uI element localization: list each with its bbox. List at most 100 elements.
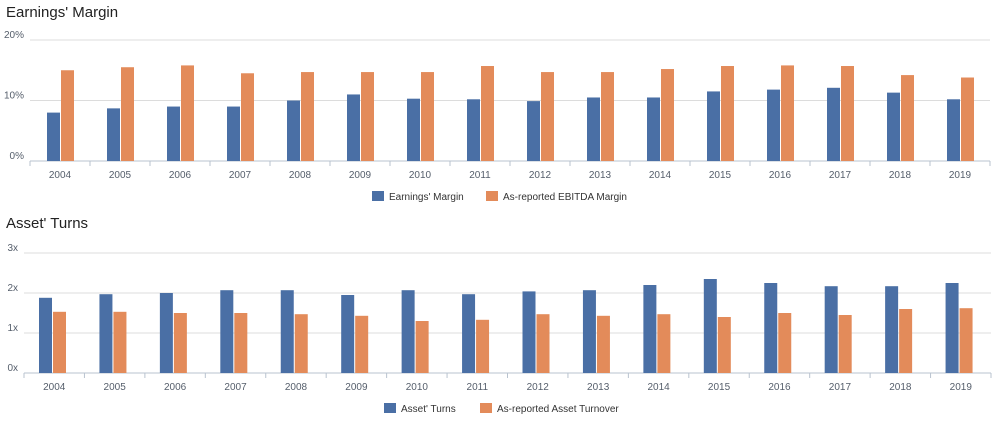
x-tick-label: 2004 [49, 170, 72, 181]
x-tick-label: 2015 [709, 170, 732, 181]
legend-label[interactable]: As-reported EBITDA Margin [503, 192, 627, 203]
x-tick-label: 2017 [829, 170, 852, 181]
bar-series-b[interactable] [781, 65, 794, 161]
y-tick-label: 3x [7, 243, 18, 254]
bar-series-a[interactable] [107, 108, 120, 161]
bar-series-b[interactable] [838, 315, 852, 373]
bar-series-a[interactable] [827, 87, 840, 161]
x-tick-label: 2007 [224, 382, 247, 393]
bar-series-a[interactable] [39, 297, 52, 373]
bar-series-a[interactable] [347, 94, 360, 161]
x-tick-label: 2008 [285, 382, 308, 393]
bar-series-b[interactable] [601, 72, 614, 161]
bar-series-a[interactable] [764, 283, 778, 373]
bar-series-b[interactable] [899, 309, 913, 373]
bar-series-a[interactable] [527, 101, 540, 161]
bar-series-b[interactable] [721, 66, 734, 161]
bar-series-b[interactable] [355, 315, 369, 373]
bar-series-b[interactable] [901, 75, 914, 161]
bar-series-a[interactable] [824, 286, 838, 373]
bar-series-b[interactable] [421, 72, 434, 161]
bar-series-a[interactable] [287, 100, 300, 162]
legend-label[interactable]: Earnings' Margin [389, 192, 464, 203]
bar-series-b[interactable] [657, 314, 671, 373]
bar-series-a[interactable] [227, 106, 240, 161]
x-tick-label: 2014 [649, 170, 672, 181]
legend-swatch [480, 403, 492, 413]
bar-series-b[interactable] [415, 321, 429, 373]
bar-series-a[interactable] [462, 294, 476, 373]
bar-series-a[interactable] [467, 99, 480, 161]
bar-series-b[interactable] [536, 314, 550, 373]
y-tick-label: 20% [4, 30, 24, 41]
bar-series-b[interactable] [241, 73, 254, 161]
x-tick-label: 2016 [768, 382, 791, 393]
legend-swatch [486, 191, 498, 201]
bar-series-a[interactable] [767, 89, 780, 161]
bar-series-a[interactable] [707, 91, 720, 161]
bar-series-b[interactable] [541, 72, 554, 161]
bar-series-b[interactable] [301, 72, 314, 161]
bar-series-a[interactable] [643, 285, 657, 373]
y-tick-label: 0x [7, 363, 18, 374]
bar-series-b[interactable] [113, 311, 127, 373]
x-tick-label: 2016 [769, 170, 792, 181]
bar-series-a[interactable] [341, 295, 355, 373]
x-tick-label: 2010 [406, 382, 429, 393]
bar-series-a[interactable] [887, 92, 900, 161]
bar-series-b[interactable] [481, 66, 494, 161]
x-tick-label: 2014 [647, 382, 670, 393]
bar-series-a[interactable] [885, 286, 899, 373]
x-tick-label: 2012 [527, 382, 550, 393]
bar-series-a[interactable] [407, 98, 420, 161]
bar-series-a[interactable] [703, 279, 717, 373]
x-tick-label: 2006 [169, 170, 192, 181]
bar-series-a[interactable] [582, 290, 596, 373]
bar-series-b[interactable] [476, 319, 490, 373]
bar-series-b[interactable] [234, 313, 248, 373]
x-tick-label: 2018 [889, 170, 912, 181]
bar-series-a[interactable] [159, 293, 173, 373]
bar-series-b[interactable] [778, 313, 792, 373]
x-tick-label: 2007 [229, 170, 252, 181]
bar-series-a[interactable] [522, 291, 536, 373]
bar-series-a[interactable] [47, 112, 60, 161]
bar-series-b[interactable] [53, 311, 66, 373]
bar-series-b[interactable] [959, 308, 973, 373]
bar-series-a[interactable] [945, 283, 959, 373]
bar-series-a[interactable] [220, 290, 234, 373]
x-tick-label: 2017 [829, 382, 852, 393]
legend-swatch [372, 191, 384, 201]
bar-series-b[interactable] [961, 77, 974, 161]
x-tick-label: 2018 [889, 382, 912, 393]
x-tick-label: 2015 [708, 382, 731, 393]
bar-series-b[interactable] [717, 317, 731, 373]
bar-series-a[interactable] [947, 99, 960, 161]
bar-series-b[interactable] [61, 70, 74, 161]
x-tick-label: 2011 [467, 382, 489, 393]
x-tick-label: 2006 [164, 382, 187, 393]
bar-series-b[interactable] [841, 66, 854, 161]
bar-series-a[interactable] [280, 290, 294, 373]
legend-label[interactable]: Asset' Turns [401, 404, 456, 415]
x-tick-label: 2013 [589, 170, 612, 181]
bar-series-a[interactable] [647, 97, 660, 161]
bar-series-a[interactable] [401, 290, 415, 373]
x-tick-label: 2011 [469, 170, 491, 181]
x-tick-label: 2004 [43, 382, 66, 393]
bar-series-b[interactable] [294, 314, 308, 373]
bar-series-b[interactable] [181, 65, 194, 161]
bar-series-b[interactable] [121, 67, 134, 161]
bar-series-a[interactable] [167, 106, 180, 161]
bar-series-a[interactable] [99, 294, 113, 373]
bar-series-b[interactable] [173, 313, 187, 373]
y-tick-label: 10% [4, 91, 24, 102]
bar-series-b[interactable] [596, 315, 610, 373]
bar-series-a[interactable] [587, 97, 600, 161]
x-tick-label: 2013 [587, 382, 610, 393]
y-tick-label: 2x [7, 283, 18, 294]
bar-series-b[interactable] [661, 69, 674, 161]
legend-label[interactable]: As-reported Asset Turnover [497, 404, 619, 415]
bar-series-b[interactable] [361, 72, 374, 161]
